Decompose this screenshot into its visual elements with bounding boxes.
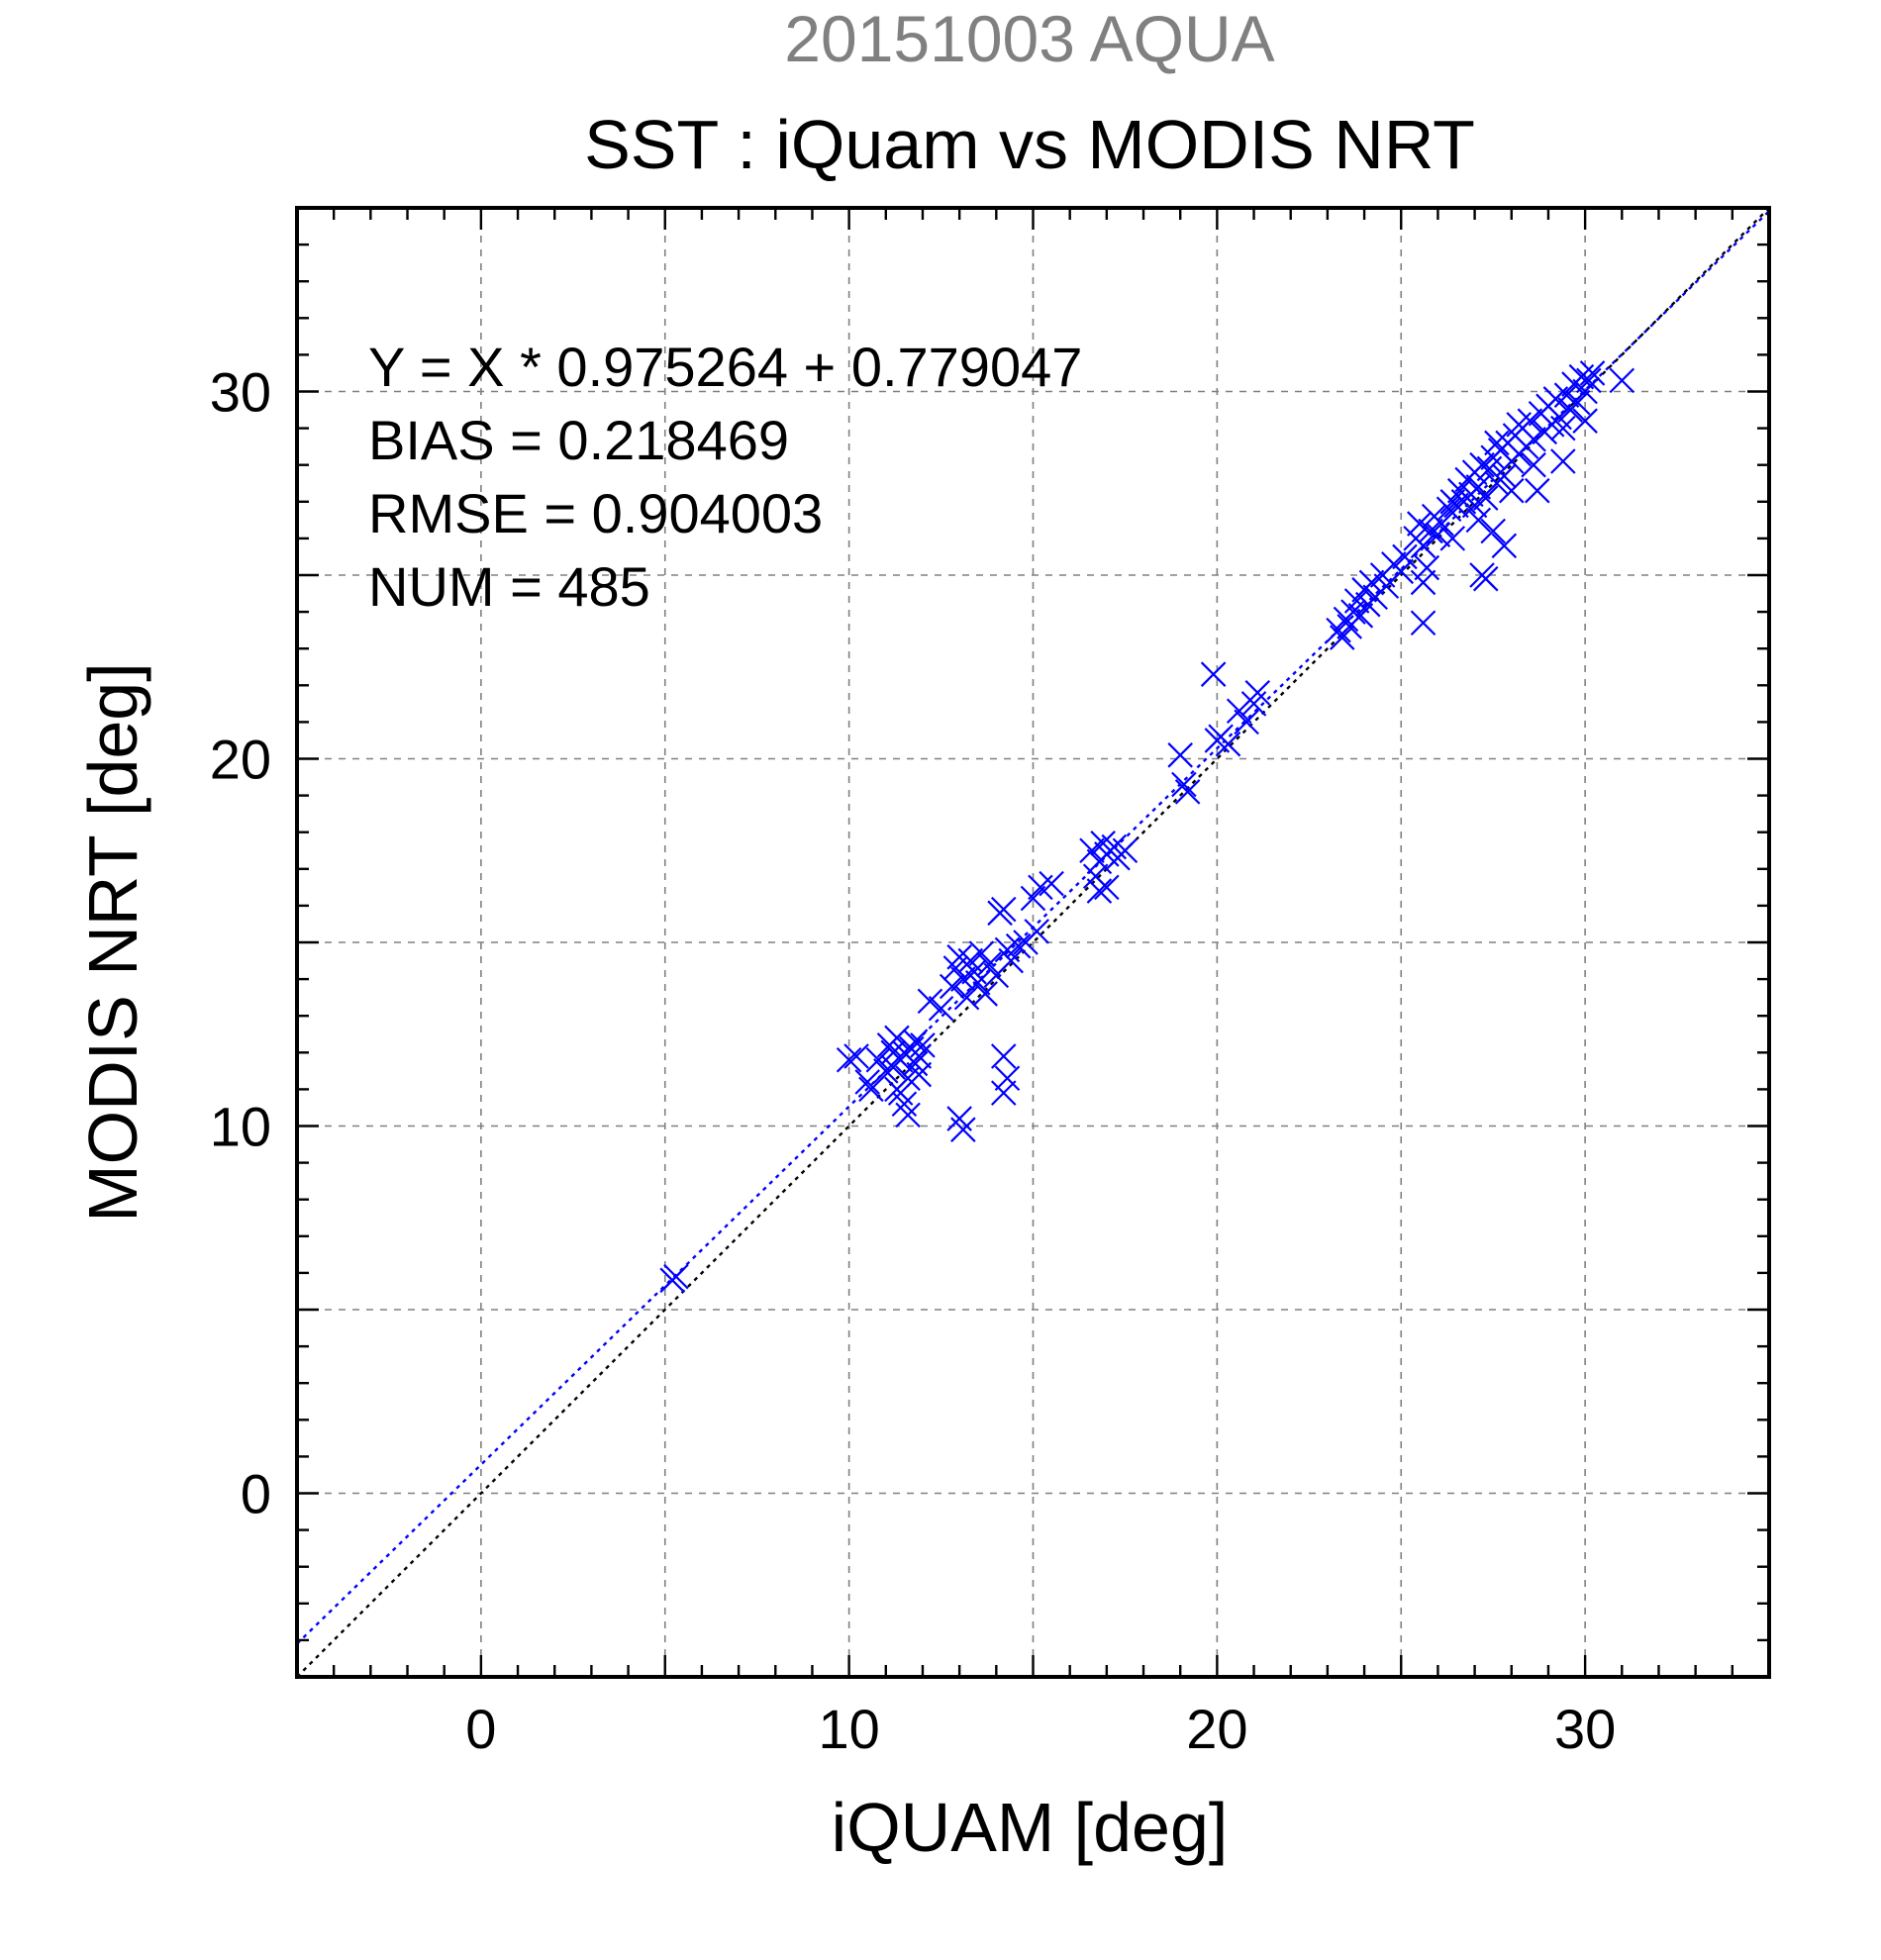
regression-equation: Y = X * 0.975264 + 0.779047: [368, 336, 1082, 398]
data-point: [1039, 870, 1064, 897]
data-point: [1506, 412, 1532, 438]
data-point: [953, 984, 980, 1011]
tick-labels: 0 10 20 30 0 10 20 30: [210, 361, 1617, 1761]
data-point: [1525, 477, 1550, 504]
data-point: [1234, 709, 1259, 735]
data-point: [1564, 389, 1591, 416]
data-point: [939, 973, 965, 1000]
data-point: [1461, 492, 1488, 519]
data-point: [1418, 518, 1443, 544]
num-stat: NUM = 485: [368, 555, 650, 618]
data-point: [1414, 554, 1440, 581]
data-point: [906, 1061, 933, 1088]
data-point: [1499, 477, 1525, 504]
y-axis-label: MODIS NRT [deg]: [74, 662, 151, 1222]
data-point: [1550, 448, 1576, 474]
data-point: [1410, 569, 1436, 596]
plot-frame: [295, 206, 1771, 1679]
data-point: [1491, 463, 1518, 489]
data-point: [1407, 511, 1433, 537]
bias-stat: BIAS = 0.218469: [368, 409, 789, 471]
data-point: [880, 1039, 907, 1066]
data-point: [1020, 885, 1046, 912]
data-point: [1576, 367, 1602, 394]
data-point: [858, 1076, 884, 1103]
data-point: [1112, 837, 1138, 864]
data-point: [1579, 360, 1606, 386]
data-point: [968, 940, 995, 966]
data-point: [910, 1032, 936, 1058]
data-point: [1439, 526, 1466, 551]
data-point: [1572, 408, 1598, 434]
data-point: [1392, 543, 1418, 570]
data-point: [1167, 742, 1193, 768]
data-point: [1329, 625, 1355, 650]
data-point: [964, 970, 991, 996]
data-point: [1347, 603, 1374, 629]
data-point: [1079, 837, 1105, 864]
data-point: [1429, 511, 1454, 537]
data-point: [1472, 485, 1499, 511]
data-point: [1465, 507, 1492, 534]
data-point: [950, 1117, 976, 1142]
data-point: [1550, 415, 1576, 441]
data-point: [1469, 451, 1495, 478]
data-point: [1024, 919, 1049, 944]
data-point: [1410, 533, 1436, 559]
data-point: [1491, 533, 1518, 559]
y-tick-label: 0: [241, 1463, 271, 1525]
data-point: [990, 1080, 1017, 1106]
x-tick-label: 20: [1186, 1698, 1247, 1760]
data-point: [895, 1102, 921, 1128]
data-point: [917, 988, 943, 1015]
data-point: [950, 966, 976, 992]
y-tick-label: 10: [210, 1096, 271, 1158]
data-point: [836, 1046, 862, 1073]
data-point: [854, 1069, 880, 1095]
data-point: [976, 951, 1002, 978]
data-point: [865, 1046, 892, 1073]
data-point: [1215, 731, 1241, 757]
data-point: [1388, 558, 1415, 585]
chart-title: 20151003 AQUA: [784, 2, 1274, 75]
data-point: [1480, 518, 1506, 544]
data-point: [1436, 496, 1462, 522]
rmse-stat: RMSE = 0.904003: [368, 482, 823, 544]
data-point: [902, 1029, 929, 1054]
data-point: [998, 947, 1024, 974]
y-tick-label: 20: [210, 729, 271, 791]
x-tick-label: 10: [818, 1698, 879, 1760]
data-point: [1171, 771, 1197, 798]
data-point: [1358, 569, 1385, 596]
data-point: [1472, 565, 1499, 592]
x-tick-label: 30: [1554, 1698, 1616, 1760]
data-point: [994, 1065, 1021, 1092]
grid: [297, 208, 1769, 1677]
data-point: [1200, 661, 1227, 687]
data-point: [1410, 610, 1436, 637]
data-point: [1086, 878, 1113, 904]
data-point: [928, 996, 954, 1022]
data-point: [1609, 367, 1635, 394]
chart-subtitle: SST : iQuam vs MODIS NRT: [584, 106, 1475, 183]
data-point: [1484, 430, 1510, 456]
data-point: [1244, 679, 1271, 706]
data-point: [843, 1043, 869, 1069]
data-point: [1439, 489, 1466, 515]
x-tick-label: 0: [465, 1698, 496, 1760]
data-points: [659, 360, 1635, 1294]
y-tick-label: 30: [210, 361, 271, 424]
data-point: [663, 1263, 689, 1290]
x-axis-label: iQUAM [deg]: [832, 1789, 1229, 1866]
data-point: [1094, 874, 1120, 901]
data-point: [1174, 779, 1201, 805]
data-point: [972, 981, 998, 1007]
data-point: [1005, 932, 1032, 959]
stats-annotation: Y = X * 0.975264 + 0.779047 BIAS = 0.218…: [368, 336, 1082, 618]
data-point: [990, 1043, 1017, 1069]
data-point: [1521, 451, 1546, 478]
data-point: [990, 896, 1017, 923]
